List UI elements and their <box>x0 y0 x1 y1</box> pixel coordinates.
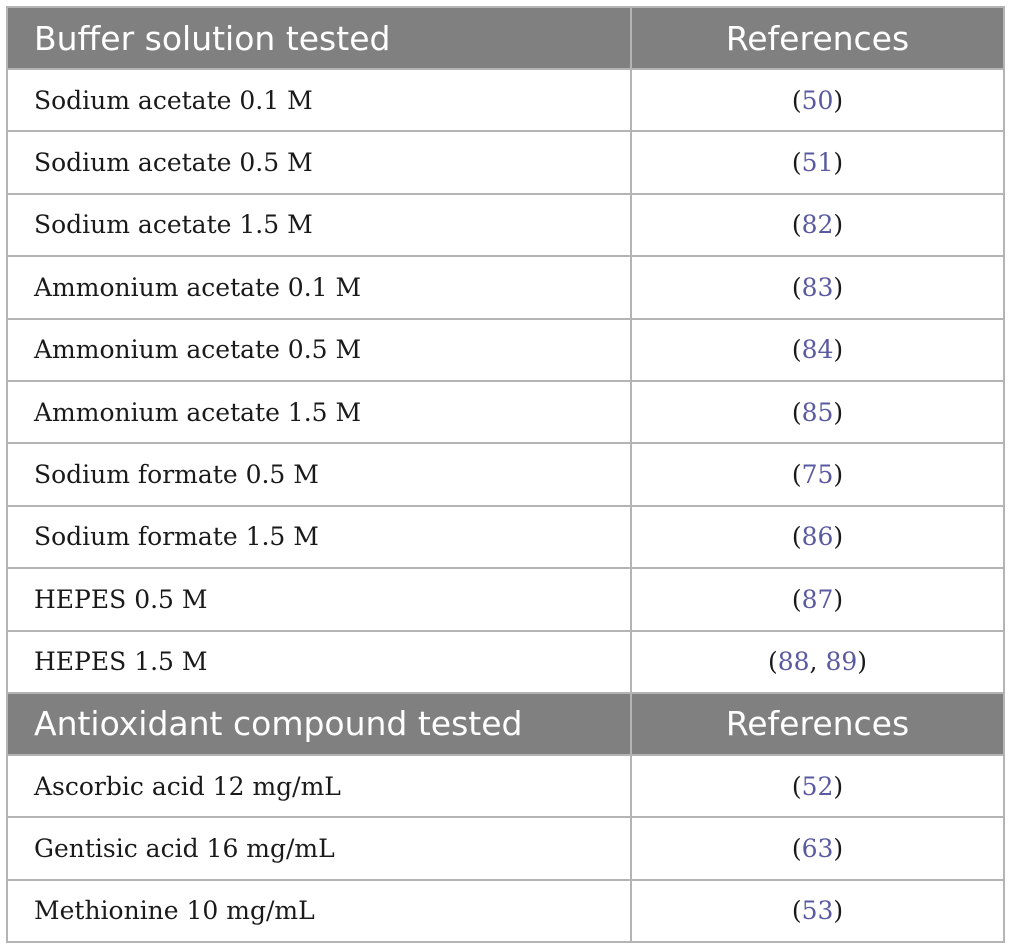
row-label: Sodium formate 0.5 M <box>6 442 632 507</box>
row-label: Ammonium acetate 1.5 M <box>6 379 632 445</box>
table-row: Sodium formate 1.5 M (86) <box>6 504 1005 570</box>
table-row: Ammonium acetate 0.1 M (83) <box>6 255 1005 320</box>
row-references: (51) <box>630 130 1005 195</box>
row-label: Sodium acetate 1.5 M <box>6 192 632 258</box>
row-label: Ammonium acetate 0.1 M <box>6 255 632 320</box>
column-header-references: References <box>630 691 1005 756</box>
row-references: (87) <box>630 567 1005 632</box>
table-row: Ascorbic acid 12 mg/mL (52) <box>6 753 1005 819</box>
reference-link[interactable]: 51 <box>801 148 834 178</box>
row-references: (84) <box>630 317 1005 382</box>
reference-link[interactable]: 89 <box>825 647 858 677</box>
table-row: Gentisic acid 16 mg/mL (63) <box>6 816 1005 881</box>
table-row: Sodium acetate 0.1 M (50) <box>6 67 1005 133</box>
row-label: HEPES 1.5 M <box>6 629 632 694</box>
table-row: Ammonium acetate 1.5 M (85) <box>6 379 1005 445</box>
row-label: Sodium acetate 0.5 M <box>6 130 632 195</box>
reference-link[interactable]: 52 <box>801 771 834 801</box>
table-row: Sodium acetate 1.5 M (82) <box>6 192 1005 258</box>
row-label: Gentisic acid 16 mg/mL <box>6 816 632 881</box>
reference-link[interactable]: 50 <box>801 85 834 115</box>
row-references: (75) <box>630 442 1005 507</box>
section-header-row: Antioxidant compound tested References <box>6 691 1005 756</box>
table-row: HEPES 0.5 M (87) <box>6 567 1005 632</box>
row-references: (82) <box>630 192 1005 258</box>
row-references: (63) <box>630 816 1005 881</box>
column-header-item: Antioxidant compound tested <box>6 691 632 756</box>
row-label: Sodium acetate 0.1 M <box>6 67 632 133</box>
reference-link[interactable]: 84 <box>801 335 834 365</box>
reference-link[interactable]: 82 <box>801 210 834 240</box>
section-header-row: Buffer solution tested References <box>6 6 1005 70</box>
reference-link[interactable]: 75 <box>801 460 834 490</box>
table-row: Sodium acetate 0.5 M (51) <box>6 130 1005 195</box>
table-body: Buffer solution tested References Sodium a… <box>6 6 1005 944</box>
table-row: Methionine 10 mg/mL (53) <box>6 878 1005 944</box>
reference-link[interactable]: 88 <box>777 647 810 677</box>
table-row: Ammonium acetate 0.5 M (84) <box>6 317 1005 382</box>
reference-link[interactable]: 86 <box>801 522 834 552</box>
row-references: (88, 89) <box>630 629 1005 694</box>
reference-link[interactable]: 87 <box>801 584 834 614</box>
row-label: Sodium formate 1.5 M <box>6 504 632 570</box>
reference-link[interactable]: 83 <box>801 272 834 302</box>
row-references: (85) <box>630 379 1005 445</box>
row-label: Ascorbic acid 12 mg/mL <box>6 753 632 819</box>
reference-link[interactable]: 63 <box>801 833 834 863</box>
row-label: Ammonium acetate 0.5 M <box>6 317 632 382</box>
row-label: Methionine 10 mg/mL <box>6 878 632 944</box>
row-references: (50) <box>630 67 1005 133</box>
column-header-item: Buffer solution tested <box>6 6 632 70</box>
references-table: Buffer solution tested References Sodium a… <box>6 6 1005 944</box>
row-references: (52) <box>630 753 1005 819</box>
reference-link[interactable]: 53 <box>801 896 834 926</box>
table-row: HEPES 1.5 M (88, 89) <box>6 629 1005 694</box>
reference-link[interactable]: 85 <box>801 397 834 427</box>
row-references: (83) <box>630 255 1005 320</box>
row-references: (86) <box>630 504 1005 570</box>
row-references: (53) <box>630 878 1005 944</box>
table-row: Sodium formate 0.5 M (75) <box>6 442 1005 507</box>
row-label: HEPES 0.5 M <box>6 567 632 632</box>
column-header-references: References <box>630 6 1005 70</box>
